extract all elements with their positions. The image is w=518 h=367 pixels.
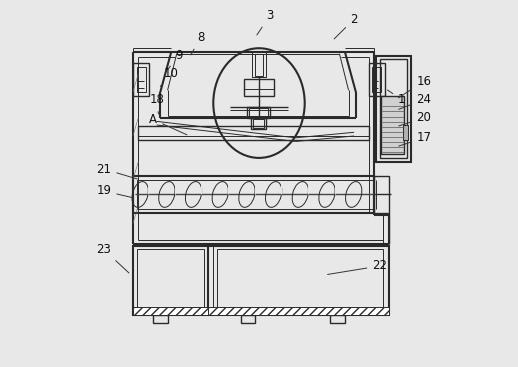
Bar	[137, 66, 146, 92]
Text: 1: 1	[387, 90, 406, 106]
Bar	[241, 315, 255, 323]
Bar	[374, 176, 389, 213]
Bar	[253, 119, 264, 128]
Text: 16: 16	[398, 75, 431, 98]
Bar	[208, 307, 389, 315]
Bar	[133, 307, 208, 315]
Text: A: A	[149, 113, 187, 135]
Bar	[247, 107, 270, 118]
Bar	[369, 63, 385, 96]
Bar	[380, 59, 407, 158]
Bar	[133, 176, 374, 213]
Bar	[381, 96, 404, 154]
Bar	[133, 246, 389, 315]
Bar	[330, 315, 345, 323]
Text: 19: 19	[96, 185, 132, 197]
Bar	[244, 79, 274, 96]
Bar	[137, 249, 204, 312]
Text: 10: 10	[160, 68, 179, 86]
Bar	[255, 54, 263, 76]
Text: 9: 9	[167, 49, 182, 70]
Text: 20: 20	[399, 111, 431, 126]
Bar	[252, 52, 266, 77]
Text: 2: 2	[334, 12, 358, 39]
Text: 18: 18	[149, 93, 164, 114]
Text: 21: 21	[96, 163, 137, 179]
Text: 3: 3	[257, 9, 274, 35]
Bar	[138, 126, 369, 139]
Text: 17: 17	[399, 131, 431, 146]
Bar	[376, 55, 411, 161]
Bar	[153, 315, 168, 323]
Bar	[372, 66, 381, 92]
Bar	[250, 108, 268, 116]
Bar	[133, 63, 149, 96]
Bar	[217, 249, 383, 312]
Text: 24: 24	[399, 93, 431, 109]
Text: 23: 23	[96, 243, 129, 273]
Text: 8: 8	[191, 31, 204, 55]
Bar	[251, 118, 266, 130]
Text: 22: 22	[327, 259, 387, 275]
Bar	[402, 125, 408, 139]
